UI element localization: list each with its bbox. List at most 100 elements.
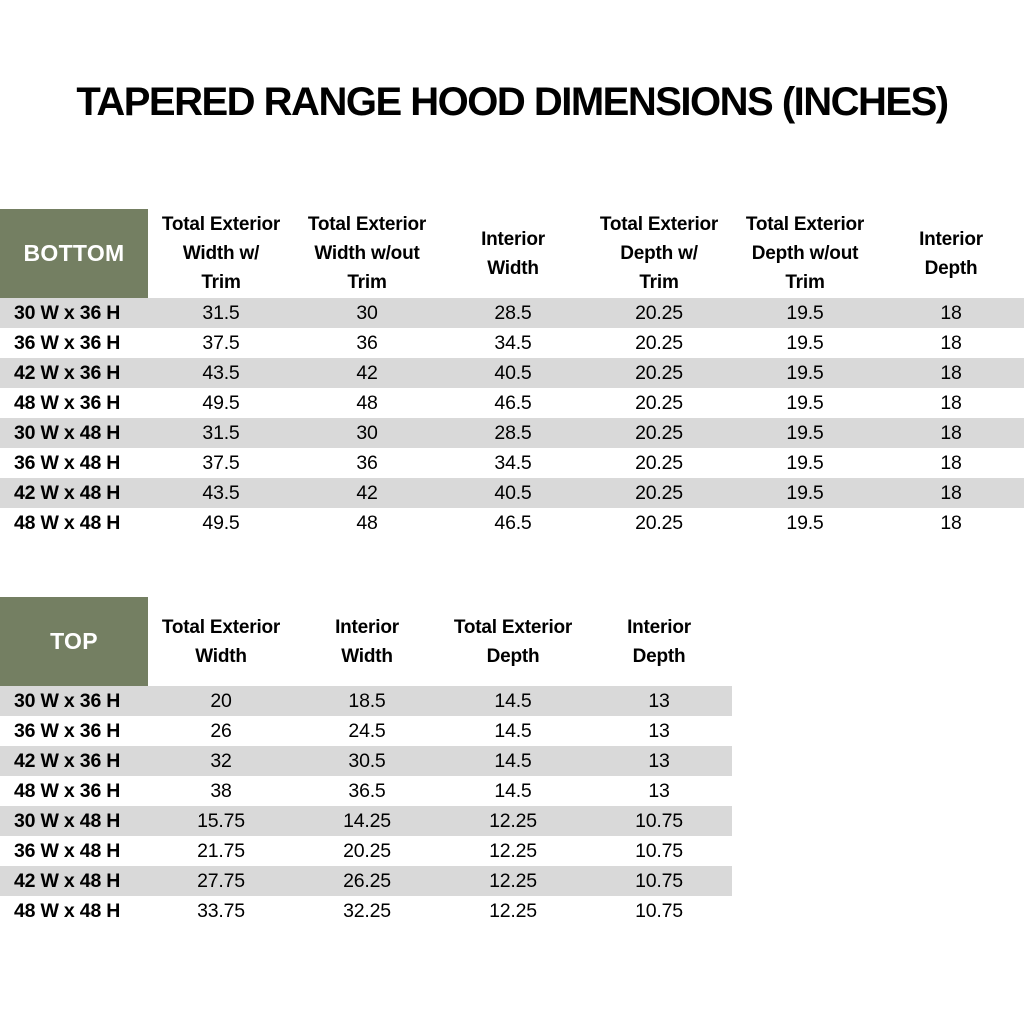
column-header-line: Depth bbox=[632, 645, 686, 667]
value-cell: 32.25 bbox=[343, 899, 391, 922]
header-row: BOTTOM Total Exterior Width w/Trim Total E… bbox=[0, 209, 1024, 298]
column-header: Total Exterior Depth w/Trim bbox=[586, 209, 732, 298]
row-label: 42 W x 36 H bbox=[14, 361, 121, 384]
column-header-line: Total Exterior bbox=[453, 616, 573, 638]
value-cell: 18 bbox=[940, 421, 962, 444]
column-header-line: Total Exterior bbox=[161, 214, 281, 235]
value-cell: 34.5 bbox=[494, 331, 532, 354]
column-header: Interior Width bbox=[440, 209, 586, 298]
value-cell: 48 bbox=[356, 391, 378, 414]
value-cell: 20.25 bbox=[635, 361, 683, 384]
table-row: 42 W x 48 H 27.75 26.25 12.25 10.75 bbox=[0, 866, 732, 896]
table-row: 36 W x 48 H 21.75 20.25 12.25 10.75 bbox=[0, 836, 732, 866]
column-header-line: Total Exterior bbox=[599, 214, 719, 235]
column-header-line: Interior bbox=[919, 228, 983, 250]
top-table-label: TOP bbox=[0, 597, 148, 686]
value-cell: 20.25 bbox=[635, 421, 683, 444]
page-title: TAPERED RANGE HOOD DIMENSIONS (INCHES) bbox=[76, 80, 949, 124]
value-cell: 13 bbox=[648, 779, 670, 802]
value-cell: 19.5 bbox=[786, 361, 824, 384]
value-cell: 49.5 bbox=[202, 511, 240, 534]
value-cell: 37.5 bbox=[202, 331, 240, 354]
value-cell: 28.5 bbox=[494, 301, 532, 324]
value-cell: 36.5 bbox=[348, 779, 386, 802]
value-cell: 31.5 bbox=[202, 301, 240, 324]
column-header-line: Width bbox=[487, 257, 539, 279]
value-cell: 40.5 bbox=[494, 361, 532, 384]
value-cell: 12.25 bbox=[489, 839, 537, 862]
value-cell: 12.25 bbox=[489, 869, 537, 892]
table-row: 48 W x 48 H 33.75 32.25 12.25 10.75 bbox=[0, 896, 732, 926]
value-cell: 20 bbox=[210, 689, 232, 712]
column-header-line: Interior bbox=[481, 228, 545, 250]
table-row: 42 W x 36 H 43.5 42 40.5 20.25 19.5 18 bbox=[0, 358, 1024, 388]
value-cell: 13 bbox=[648, 749, 670, 772]
row-label: 36 W x 36 H bbox=[14, 331, 121, 354]
value-cell: 12.25 bbox=[489, 809, 537, 832]
value-cell: 18 bbox=[940, 301, 962, 324]
column-header-line: Interior bbox=[627, 616, 691, 638]
value-cell: 14.25 bbox=[343, 809, 391, 832]
value-cell: 19.5 bbox=[786, 391, 824, 414]
value-cell: 28.5 bbox=[494, 421, 532, 444]
table-row: 48 W x 48 H 49.5 48 46.5 20.25 19.5 18 bbox=[0, 508, 1024, 538]
value-cell: 18 bbox=[940, 331, 962, 354]
value-cell: 14.5 bbox=[494, 719, 532, 742]
row-label: 48 W x 36 H bbox=[14, 779, 121, 802]
column-header-line: Trim bbox=[201, 272, 241, 293]
value-cell: 36 bbox=[356, 451, 378, 474]
table-row: 42 W x 48 H 43.5 42 40.5 20.25 19.5 18 bbox=[0, 478, 1024, 508]
table-row: 48 W x 36 H 38 36.5 14.5 13 bbox=[0, 776, 732, 806]
value-cell: 30 bbox=[356, 301, 378, 324]
value-cell: 18 bbox=[940, 451, 962, 474]
row-label: 42 W x 48 H bbox=[14, 481, 121, 504]
row-label: 48 W x 48 H bbox=[14, 899, 121, 922]
value-cell: 20.25 bbox=[635, 301, 683, 324]
value-cell: 43.5 bbox=[202, 481, 240, 504]
value-cell: 46.5 bbox=[494, 391, 532, 414]
top-dimensions-table: TOP Total Exterior Width Interior Width Tota… bbox=[0, 597, 732, 926]
bottom-table-label: BOTTOM bbox=[0, 209, 148, 298]
table-row: 48 W x 36 H 49.5 48 46.5 20.25 19.5 18 bbox=[0, 388, 1024, 418]
row-label: 30 W x 48 H bbox=[14, 421, 121, 444]
value-cell: 10.75 bbox=[635, 869, 683, 892]
value-cell: 30 bbox=[356, 421, 378, 444]
column-header: Total Exterior Width w/Trim bbox=[148, 209, 294, 298]
value-cell: 10.75 bbox=[635, 809, 683, 832]
value-cell: 36 bbox=[356, 331, 378, 354]
column-header-line: Width bbox=[195, 645, 247, 667]
value-cell: 14.5 bbox=[494, 779, 532, 802]
column-header: Total Exterior Depth w/out Trim bbox=[732, 209, 878, 298]
value-cell: 49.5 bbox=[202, 391, 240, 414]
value-cell: 32 bbox=[210, 749, 232, 772]
value-cell: 10.75 bbox=[635, 899, 683, 922]
row-label: 36 W x 48 H bbox=[14, 839, 121, 862]
table-row: 36 W x 36 H 37.5 36 34.5 20.25 19.5 18 bbox=[0, 328, 1024, 358]
value-cell: 20.25 bbox=[635, 331, 683, 354]
value-cell: 10.75 bbox=[635, 839, 683, 862]
value-cell: 30.5 bbox=[348, 749, 386, 772]
value-cell: 19.5 bbox=[786, 301, 824, 324]
column-header: Interior Width bbox=[294, 597, 440, 686]
header-row: TOP Total Exterior Width Interior Width Tota… bbox=[0, 597, 732, 686]
column-header: Total Exterior Width w/out Trim bbox=[294, 209, 440, 298]
column-header: Total Exterior Width bbox=[148, 597, 294, 686]
value-cell: 19.5 bbox=[786, 451, 824, 474]
row-label: 42 W x 36 H bbox=[14, 749, 121, 772]
value-cell: 42 bbox=[356, 361, 378, 384]
value-cell: 21.75 bbox=[197, 839, 245, 862]
column-header-line: Depth w/out bbox=[751, 243, 859, 264]
value-cell: 26 bbox=[210, 719, 232, 742]
value-cell: 18 bbox=[940, 481, 962, 504]
column-header-line: Total Exterior bbox=[745, 214, 865, 235]
column-header-line: Trim bbox=[347, 272, 387, 293]
value-cell: 19.5 bbox=[786, 331, 824, 354]
value-cell: 19.5 bbox=[786, 481, 824, 504]
column-header-line: Trim bbox=[639, 272, 679, 293]
value-cell: 14.5 bbox=[494, 749, 532, 772]
column-header-line: Depth bbox=[486, 645, 540, 667]
value-cell: 13 bbox=[648, 719, 670, 742]
column-header: Interior Depth bbox=[878, 209, 1024, 298]
value-cell: 42 bbox=[356, 481, 378, 504]
